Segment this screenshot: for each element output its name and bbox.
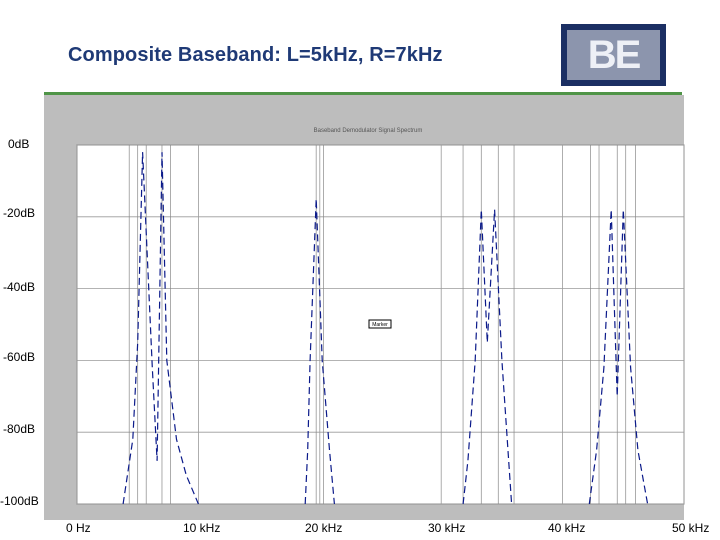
y-tick-label-5: -100dB [0, 494, 39, 508]
y-tick-label-1: -20dB [3, 206, 36, 220]
x-tick-label-0: 0 Hz [66, 521, 91, 535]
slide-title: Composite Baseband: L=5kHz, R=7kHz [68, 44, 443, 66]
x-tick-label-1: 10 kHz [183, 521, 221, 535]
x-tick-label-2: 20 kHz [305, 521, 343, 535]
series-line-3 [588, 209, 649, 505]
y-tick-label-3: -60dB [3, 350, 36, 364]
series-group [122, 152, 649, 505]
inner-plot-title: Baseband Demodulator Signal Spectrum [314, 128, 423, 134]
y-tick-label-4: -80dB [3, 422, 36, 436]
title-rule [44, 92, 682, 95]
x-tick-label-4: 40 kHz [548, 521, 586, 535]
logo-lettering: BE [587, 33, 642, 77]
carrier-lines [128, 145, 636, 504]
x-tick-label-5: 50 kHz [672, 521, 710, 535]
x-tick-label-3: 30 kHz [428, 521, 466, 535]
y-tick-label-0: 0dB [8, 137, 30, 151]
grid-lines [76, 144, 685, 505]
y-tick-label-2: -40dB [3, 280, 36, 294]
series-line-0 [122, 152, 199, 505]
marker-label: Marker [372, 322, 388, 328]
logo-panel: BE [567, 30, 660, 80]
marker-box [368, 319, 392, 329]
series-line-2 [462, 209, 513, 505]
company-logo: BE [561, 24, 666, 86]
